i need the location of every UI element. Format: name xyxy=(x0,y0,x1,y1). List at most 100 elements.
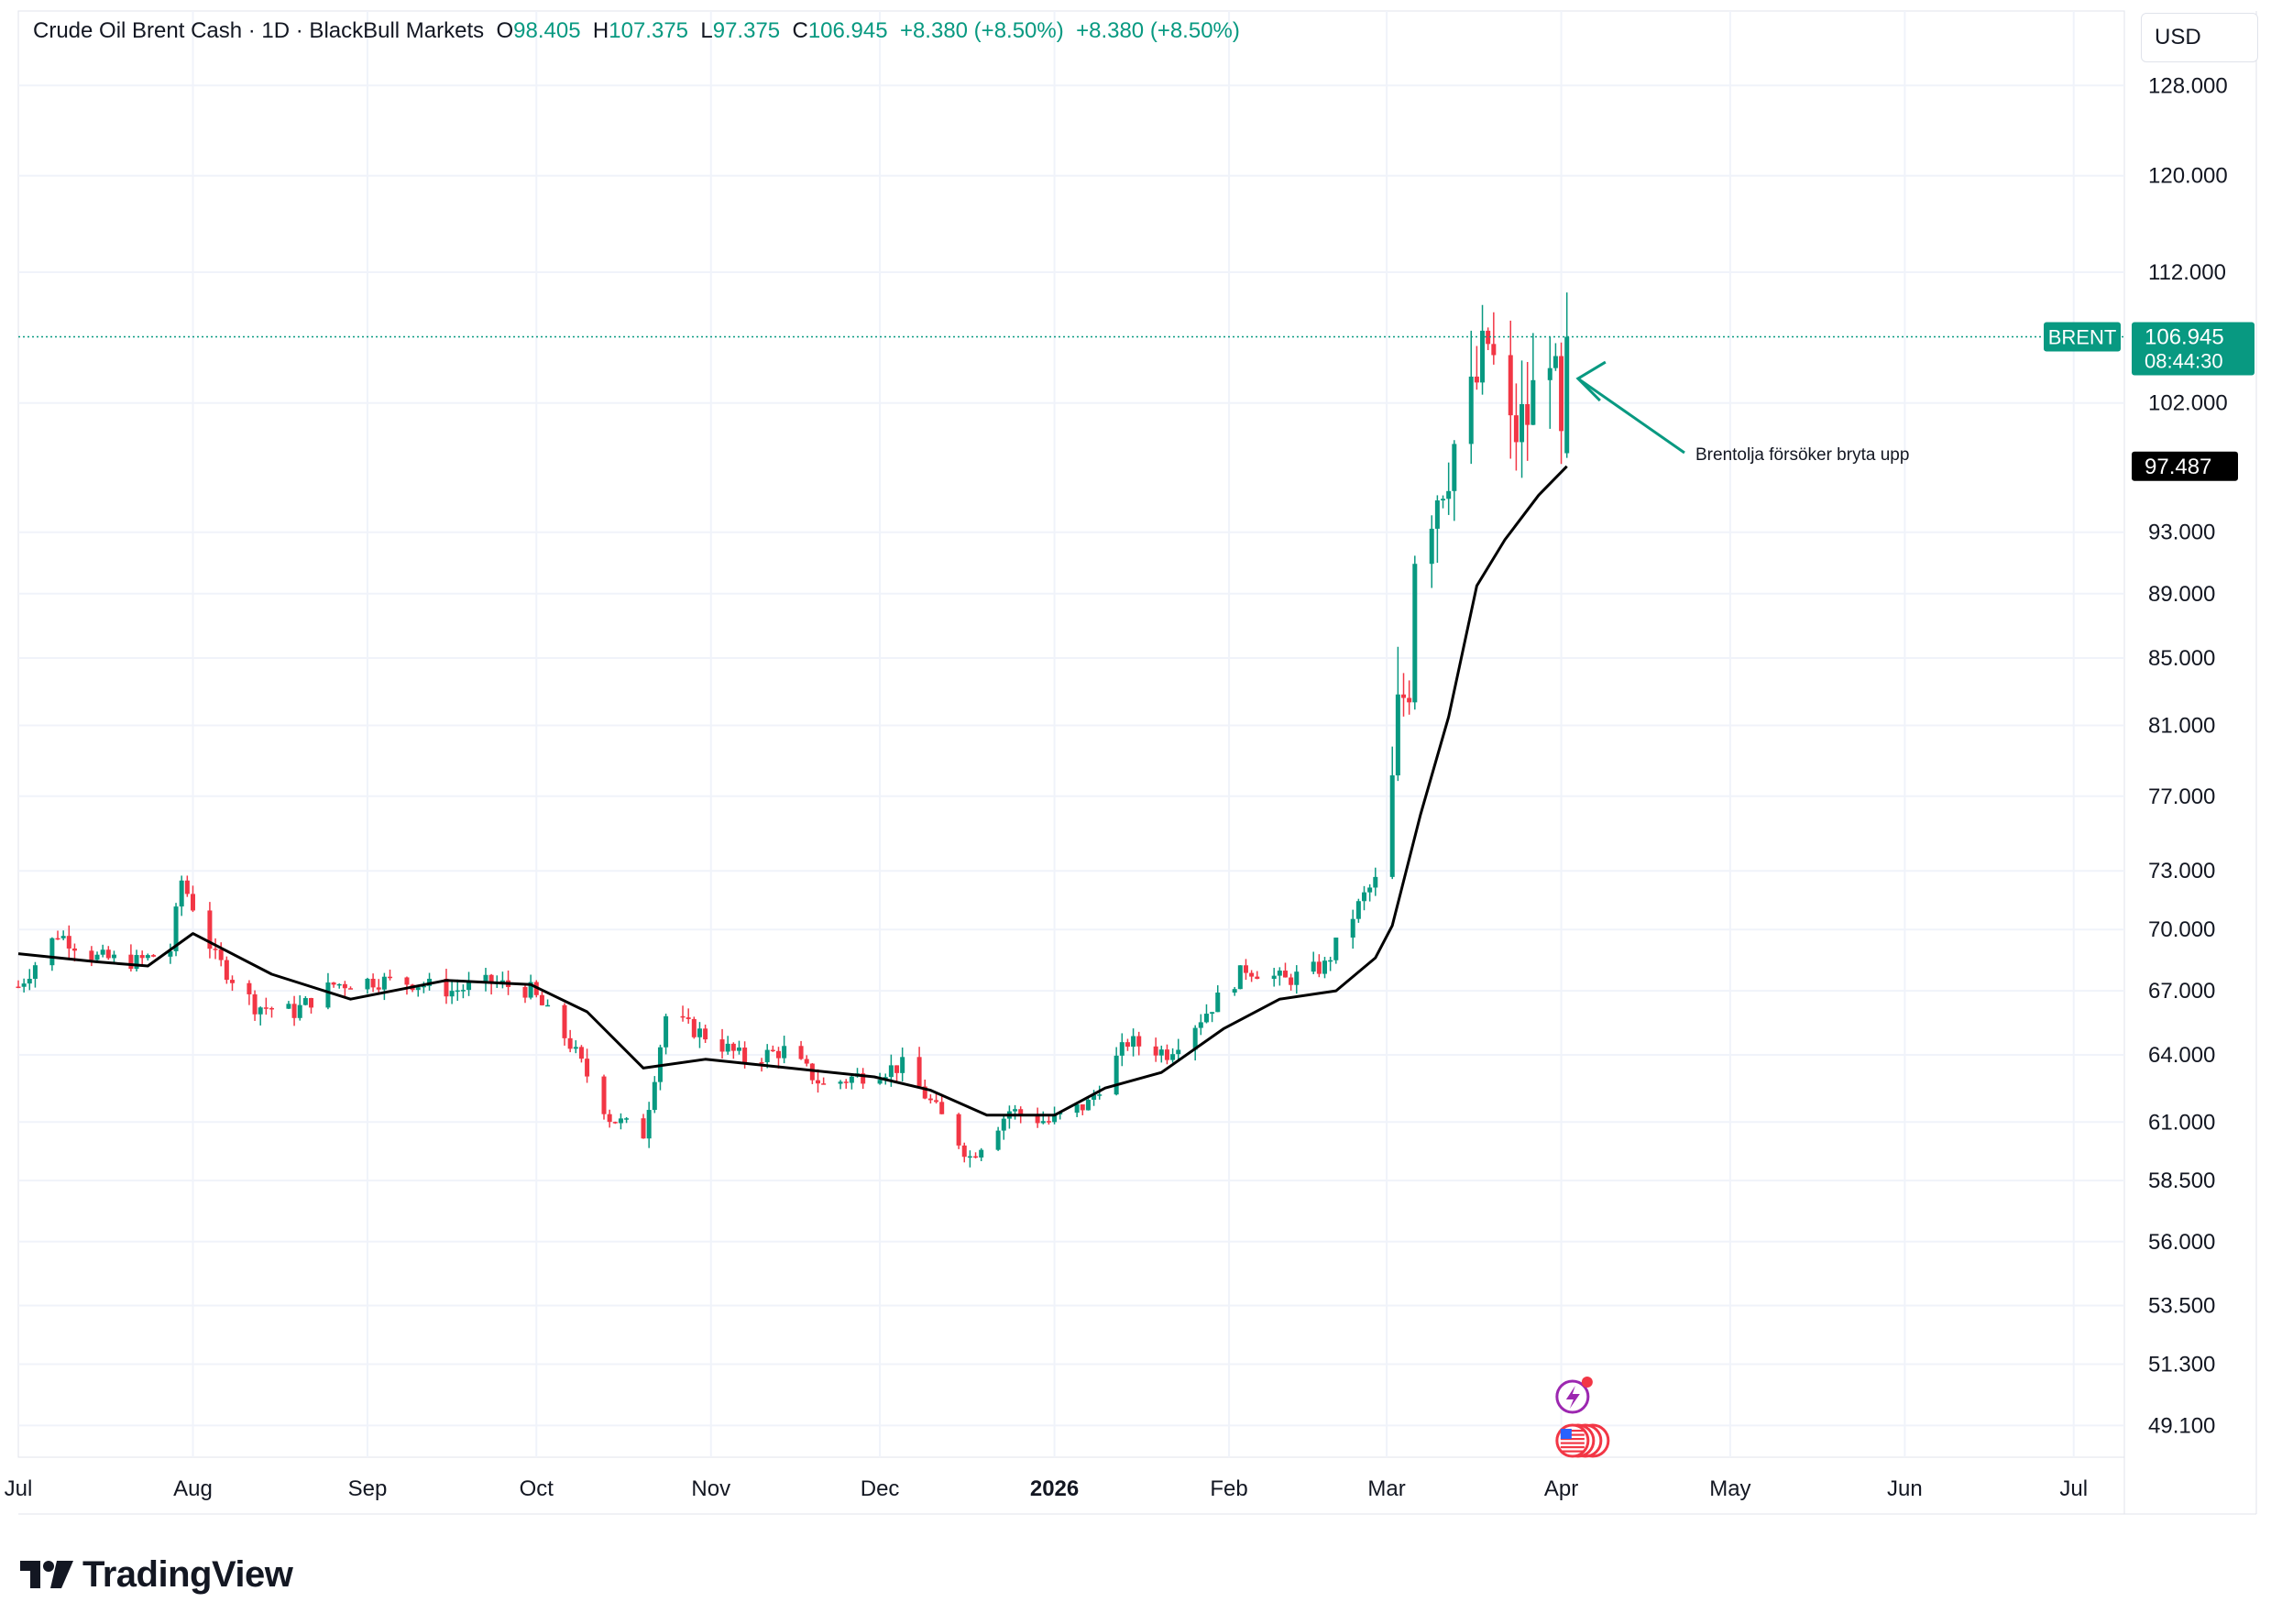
candle-body xyxy=(821,1083,827,1085)
candle-body xyxy=(1153,1046,1158,1056)
candle-body xyxy=(1097,1094,1103,1096)
y-tick-label: 102.000 xyxy=(2148,391,2228,416)
candle-up xyxy=(27,969,32,991)
candle-body xyxy=(488,974,494,984)
candle-down xyxy=(139,950,145,967)
candle-body xyxy=(1389,775,1395,877)
candle-body xyxy=(1215,993,1221,1013)
candle-body xyxy=(252,993,258,1015)
candle-body xyxy=(269,1007,274,1010)
candle-up xyxy=(1311,951,1316,974)
candle-up xyxy=(466,971,472,996)
candle-body xyxy=(100,949,105,955)
candle-body xyxy=(1525,403,1530,425)
candle-up xyxy=(900,1048,905,1082)
candle-body xyxy=(1114,1055,1119,1095)
candle-up xyxy=(1210,1012,1215,1023)
candle-body xyxy=(128,954,134,970)
symbol-header: Crude Oil Brent Cash · 1D · BlackBull Ma… xyxy=(33,18,1240,44)
candle-body xyxy=(224,960,229,981)
y-tick-label: 56.000 xyxy=(2148,1230,2215,1255)
candle-up xyxy=(94,951,100,962)
candle-body xyxy=(838,1081,843,1084)
candle-up xyxy=(1552,343,1558,371)
candle-body xyxy=(150,955,156,957)
candle-body xyxy=(1519,403,1525,443)
annotation-arrow-head xyxy=(1575,360,1607,402)
y-tick-label: 53.500 xyxy=(2148,1293,2215,1318)
candle-body xyxy=(111,954,116,959)
candle-body xyxy=(770,1049,775,1052)
candle-down xyxy=(843,1079,849,1089)
lightning-icon-dot xyxy=(1581,1377,1593,1388)
candle-up xyxy=(1468,330,1474,465)
bar-countdown: 08:44:30 xyxy=(2145,349,2223,372)
candle-up xyxy=(381,972,387,1001)
ma-value-label: 97.487 xyxy=(2145,455,2211,479)
candle-body xyxy=(1322,960,1327,974)
candle-body xyxy=(1412,564,1418,703)
candle-body xyxy=(483,974,488,982)
candle-body xyxy=(703,1028,708,1040)
candle-up xyxy=(1131,1028,1136,1057)
y-tick-label: 128.000 xyxy=(2148,73,2228,98)
lightning-icon[interactable] xyxy=(1555,1377,1593,1414)
annotation-text: Brentolja försöker bryta upp xyxy=(1695,445,1909,465)
candle-down xyxy=(247,980,252,1005)
candle-body xyxy=(27,979,32,984)
x-tick-label: May xyxy=(1709,1476,1750,1501)
us-flag-icon[interactable] xyxy=(1555,1423,1610,1458)
candle-body xyxy=(973,1156,979,1158)
candle-body xyxy=(607,1114,612,1123)
candle-body xyxy=(612,1122,618,1124)
candle-up xyxy=(455,979,460,1001)
candle-up xyxy=(1074,1103,1080,1117)
candle-body xyxy=(725,1043,730,1052)
candle-body xyxy=(1255,976,1260,980)
candle-body xyxy=(60,936,66,938)
candle-body xyxy=(66,936,71,949)
candle-body xyxy=(145,955,150,959)
tradingview-logo[interactable]: TradingView xyxy=(20,1554,293,1595)
candle-body xyxy=(646,1110,652,1139)
candle-body xyxy=(1035,1114,1040,1124)
us-flag-canton xyxy=(1560,1429,1572,1439)
candle-body xyxy=(1513,415,1519,443)
candle-body xyxy=(894,1065,900,1073)
candle-up xyxy=(1429,515,1434,588)
close-label: C xyxy=(792,18,808,43)
candle-body xyxy=(32,965,38,980)
high-label: H xyxy=(592,18,609,43)
candle-body xyxy=(94,954,100,960)
candle-body xyxy=(1080,1104,1085,1111)
candle-down xyxy=(269,1006,274,1018)
candle-up xyxy=(1170,1048,1176,1063)
y-tick-label: 58.500 xyxy=(2148,1169,2215,1193)
candle-body xyxy=(1249,972,1255,977)
candle-body xyxy=(173,906,179,951)
candle-up xyxy=(100,944,105,958)
candle-up xyxy=(618,1113,623,1130)
candle-up xyxy=(427,972,433,991)
candle-body xyxy=(1046,1121,1051,1123)
candle-up xyxy=(1294,965,1300,994)
candle-body xyxy=(71,948,77,951)
candle-up xyxy=(979,1147,984,1162)
low-value: 97.375 xyxy=(712,18,781,43)
candle-up xyxy=(1277,967,1282,986)
candle-body xyxy=(1164,1049,1169,1060)
candle-up xyxy=(1389,746,1395,880)
candle-body xyxy=(736,1048,741,1051)
symbol-title[interactable]: Crude Oil Brent Cash · 1D · BlackBull Ma… xyxy=(33,18,485,43)
candle-body xyxy=(1198,1022,1203,1028)
y-tick-label: 120.000 xyxy=(2148,164,2228,189)
candle-body xyxy=(816,1080,821,1084)
candle-body xyxy=(1441,499,1446,500)
candle-body xyxy=(967,1156,972,1158)
currency-selector[interactable]: USD xyxy=(2141,13,2258,62)
candle-down xyxy=(348,986,354,990)
candle-down xyxy=(66,925,71,960)
candle-up xyxy=(168,943,173,964)
candle-body xyxy=(528,982,533,998)
